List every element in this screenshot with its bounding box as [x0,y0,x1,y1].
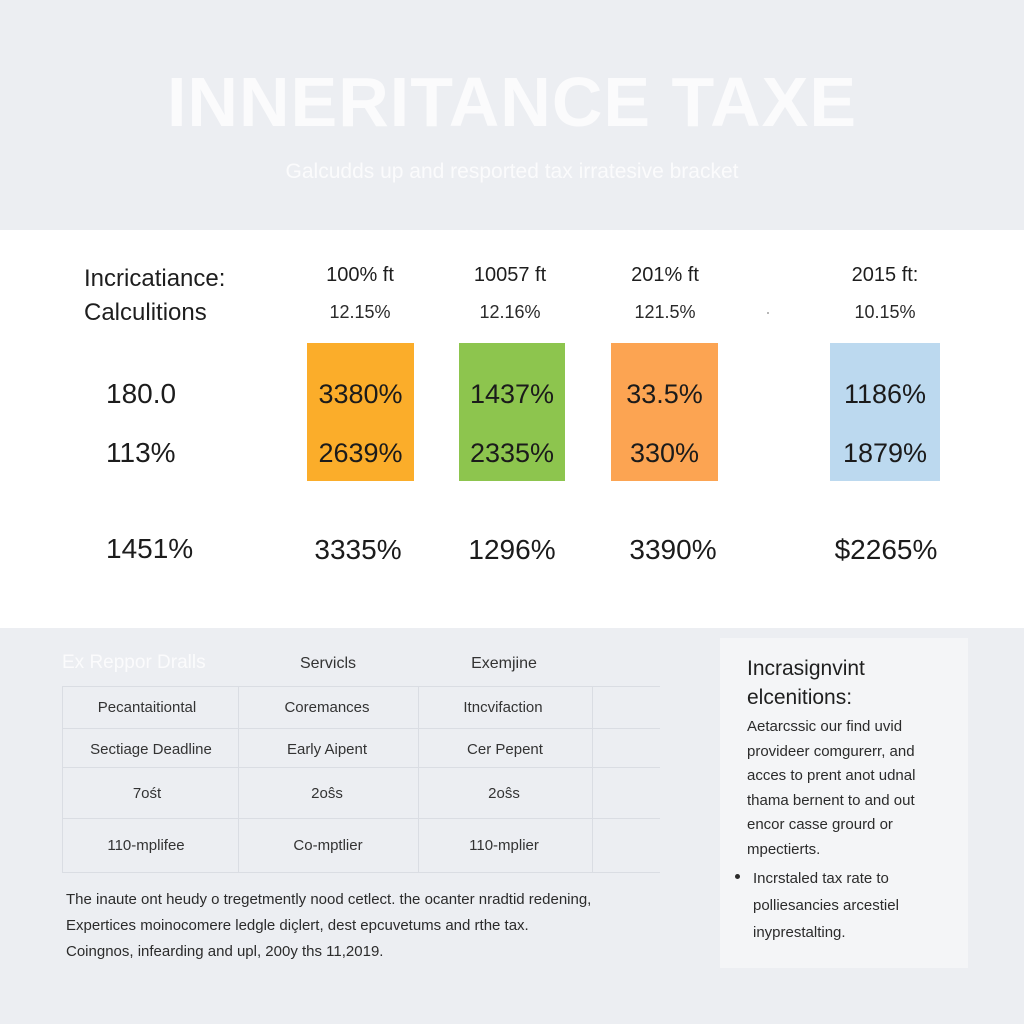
column-rate: 121.5% [634,302,696,322]
tile-value: 2639% [318,438,403,468]
sidebar-bullet: Incrstaled tax rate to polliesancies arc… [753,865,963,946]
table-cell: 2oŝs [488,785,520,802]
grid-divider [418,686,419,872]
column-total: 1296% [468,534,556,565]
column-rate: 12.16% [479,302,541,322]
value-tile: 33.5% 330% [611,343,718,481]
grid-divider [238,686,239,872]
tile-value: 3380% [318,379,403,409]
sidebar-body-line: provideer comgurerr, and [747,742,915,760]
sidebar-body-line: mpectierts. [747,840,821,858]
tile-value: 1879% [842,438,928,468]
grid-divider [62,818,660,819]
column-header: 2015 ft: [851,264,919,286]
table-cell: Pecantaitiontal [97,699,197,716]
tile-value: 33.5% [626,379,703,409]
footnote-line: Coingnos, infearding and upl, 200y ths 1… [66,943,384,960]
row-label: 1451% [106,533,194,564]
grid-divider [592,686,593,872]
value-tile: 3380% 2639% [307,343,414,481]
table-cell: Coremances [284,699,370,716]
tile-value: 1437% [469,379,555,409]
sidebar-title-line2: elcenitions: [747,686,853,709]
row-label: 113% [106,437,176,468]
table-cell: Cer Pepent [467,741,543,758]
column-header: 10057 ft [473,264,547,286]
page-subtitle: Galcudds up and resported tax irratesive… [285,160,739,183]
footnote-line: Expertices moinocomere ledgle diçlert, d… [66,917,529,934]
sidebar-body-line: Aetarcssic our find uvid [747,718,903,735]
report-heading: Ex Reppor Dralls [62,652,206,673]
value-tile: 1186% 1879% [830,343,940,481]
column-rate: 12.15% [329,302,391,322]
sidebar-body: Aetarcssic our find uvid provideer comgu… [747,715,957,862]
report-column-header: Exemjine [471,655,537,672]
table-cell: 110-mplifee [107,837,185,854]
row-label: 180.0 [106,378,177,409]
column-total: $2265% [834,534,938,565]
grid-divider [62,728,660,729]
page-title: INNERITANCE TAXE [166,63,858,141]
table-cell: Early Aipent [286,741,368,758]
calculations-title: Incricatiance: Calculitions [84,262,225,330]
info-sidebar: Incrasignvint elcenitions: Aetarcssic ou… [720,638,968,968]
table-cell: Sectiage Deadline [90,741,212,758]
column-total: 3390% [629,534,717,565]
bullet-line: inyprestalting. [753,924,846,941]
sidebar-title: Incrasignvint elcenitions: [747,654,865,712]
column-rate: 10.15% [854,302,916,322]
sidebar-body-line: acces to prent anot udnal [747,767,916,784]
grid-divider [62,686,660,687]
report-footnote: The inaute ont heudy o tregetmently nood… [66,887,591,965]
tile-value: 1186% [843,379,927,409]
tile-value: 330% [629,438,700,468]
grid-divider [62,872,660,873]
table-cell: Co-mptlier [293,837,363,854]
table-cell: Itncvifaction [463,699,543,716]
table-cell: 7ośt [132,785,162,802]
sidebar-body-line: encor casse grourd or [747,816,893,833]
column-header: 100% ft [326,264,394,286]
grid-divider [62,767,660,768]
calculations-title-line2: Calculitions [84,299,207,326]
tile-value: 2335% [469,438,555,468]
grid-divider [62,686,63,872]
bullet-line: Incrstaled tax rate to [753,870,889,887]
report-column-header: Servicls [299,655,356,672]
value-tile: 1437% 2335% [459,343,565,481]
calculations-panel: Incricatiance: Calculitions 100% ft 12.1… [0,230,1024,628]
column-header: 201% ft [631,264,699,286]
table-cell: 110-mplier [469,837,539,854]
table-cell: 2oŝs [311,785,343,802]
decorative-dot [767,312,769,314]
footnote-line: The inaute ont heudy o tregetmently nood… [66,891,592,908]
bullet-icon [735,874,740,879]
hero-banner: INNERITANCE TAXE Galcudds up and resport… [0,0,1024,230]
calculations-title-line1: Incricatiance: [84,265,226,292]
sidebar-body-line: thama bernent to and out [747,791,915,809]
sidebar-title-line1: Incrasignvint [747,657,865,680]
column-total: 3335% [314,534,402,565]
bullet-line: polliesancies arcestiel [753,897,899,914]
